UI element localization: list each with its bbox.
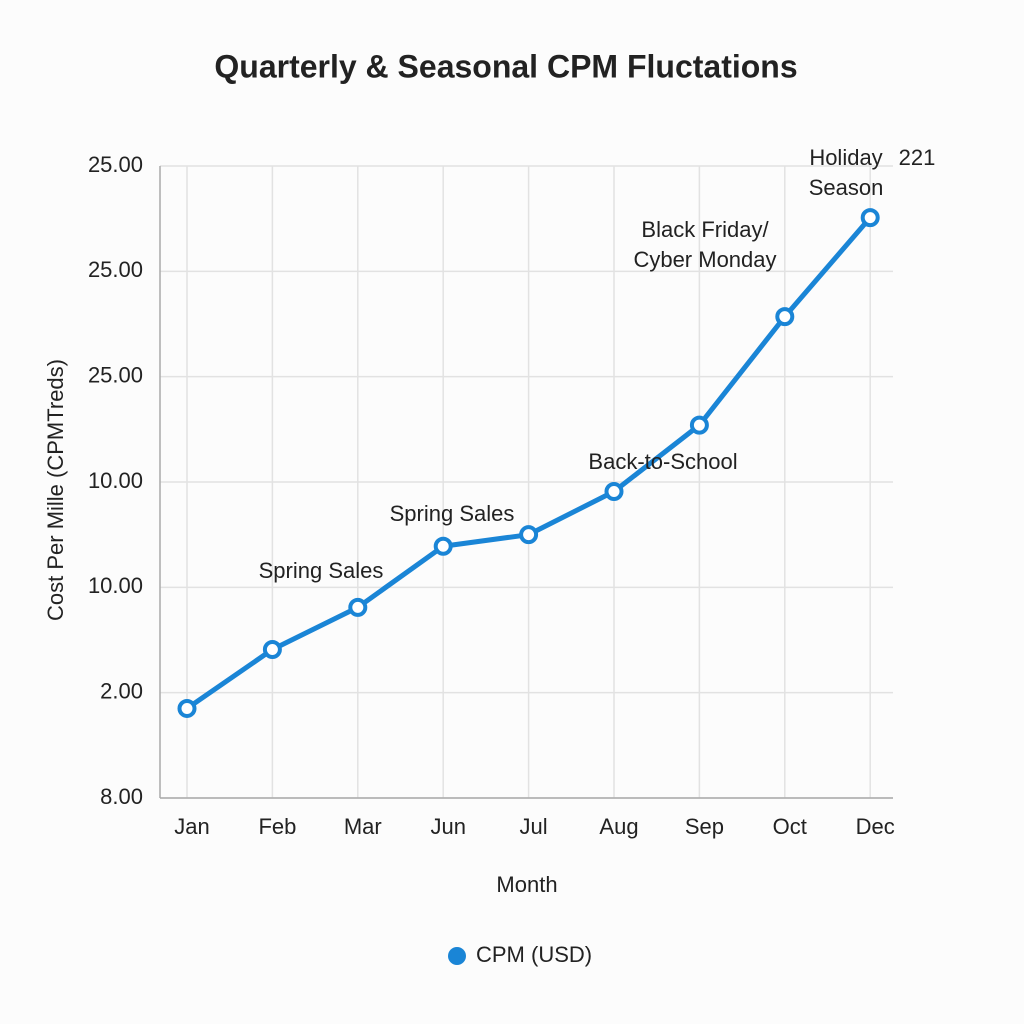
annotation: Holiday (809, 145, 882, 170)
x-tick-label: Sep (685, 814, 724, 839)
annotation: Back-to-School (588, 449, 737, 474)
x-tick-label: Jul (520, 814, 548, 839)
y-tick-label: 10.00 (88, 573, 143, 598)
data-point (689, 415, 709, 435)
x-tick-label: Jan (174, 814, 209, 839)
data-point (177, 698, 197, 718)
annotation: Spring Sales (390, 501, 515, 526)
y-tick-label: 8.00 (100, 784, 143, 809)
data-point (604, 481, 624, 501)
y-tick-label: 10.00 (88, 468, 143, 493)
legend-label: CPM (USD) (476, 942, 592, 967)
annotation: Cyber Monday (633, 247, 776, 272)
x-axis-label: Month (496, 872, 557, 897)
x-tick-label: Dec (856, 814, 895, 839)
x-tick-label: Aug (599, 814, 638, 839)
annotation: Black Friday/ (641, 217, 769, 242)
x-tick-label: Jun (430, 814, 465, 839)
legend-marker (448, 947, 466, 965)
data-point (262, 639, 282, 659)
y-tick-label: 2.00 (100, 678, 143, 703)
data-point (860, 208, 880, 228)
data-point (775, 307, 795, 327)
annotation: Spring Sales (259, 558, 384, 583)
chart-title: Quarterly & Seasonal CPM Fluctations (214, 48, 797, 84)
annotation: 221 (899, 145, 936, 170)
x-tick-label: Mar (344, 814, 382, 839)
annotation: Season (809, 175, 884, 200)
y-tick-label: 25.00 (88, 257, 143, 282)
y-tick-label: 25.00 (88, 152, 143, 177)
y-axis-label: Cost Per Mille (CPMTreds) (43, 359, 68, 621)
data-point (348, 597, 368, 617)
x-tick-label: Feb (258, 814, 296, 839)
data-point (519, 525, 539, 545)
data-point (433, 536, 453, 556)
x-tick-label: Oct (773, 814, 807, 839)
y-tick-label: 25.00 (88, 362, 143, 387)
